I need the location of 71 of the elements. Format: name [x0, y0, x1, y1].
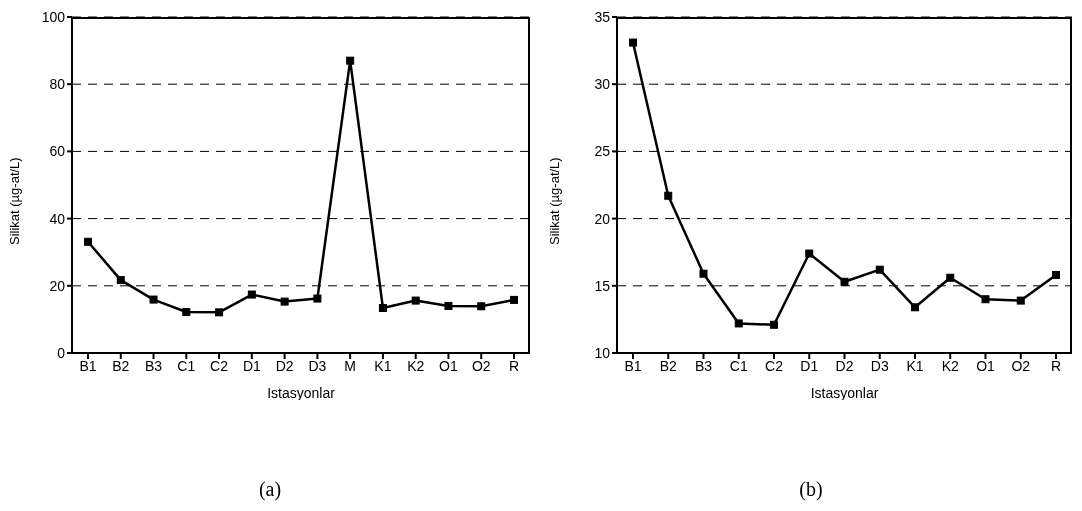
y-tick-label: 30 [594, 76, 611, 93]
point [946, 273, 955, 282]
point [805, 249, 814, 258]
point [116, 276, 125, 285]
y-tick-label: 25 [594, 143, 611, 160]
x-tick-label: B2 [112, 357, 130, 374]
x-axis-title: Istasyonlar [810, 385, 879, 401]
x-tick-label: B1 [624, 357, 642, 374]
x-tick-label: C2 [765, 357, 784, 374]
x-tick-label: D2 [835, 357, 854, 374]
x-axis-title: Istasyonlar [267, 385, 336, 401]
point [182, 308, 191, 317]
point [378, 303, 387, 312]
text: (b) [798, 478, 824, 501]
x-tick-label: C1 [729, 357, 748, 374]
x-tick-label: D1 [242, 357, 261, 374]
y-tick-label: 40 [49, 210, 66, 227]
y-tick-label: 35 [594, 8, 611, 25]
point [911, 303, 919, 312]
x-tick-label: B3 [694, 357, 713, 374]
x-tick-label: K1 [374, 357, 392, 374]
point [346, 56, 355, 65]
point [699, 269, 708, 278]
x-tick-label: O2 [471, 357, 491, 374]
point [510, 295, 518, 304]
point [629, 38, 637, 47]
x-tick-label: B3 [144, 357, 163, 374]
x-tick-label: O2 [1011, 357, 1031, 374]
point [149, 295, 158, 304]
point [770, 320, 778, 329]
text: (a) [257, 478, 283, 501]
y-tick-label: 0 [57, 344, 66, 361]
y-tick-label: 20 [594, 210, 611, 227]
point [411, 296, 420, 305]
y-tick-label: 100 [41, 8, 66, 25]
y-axis-title: Silikat (µg-at/L) [6, 157, 22, 245]
x-tick-label: K2 [941, 357, 960, 374]
point [1052, 271, 1060, 280]
point [477, 302, 486, 311]
x-tick-label: M [344, 357, 356, 374]
x-tick-label: B2 [659, 357, 678, 374]
point [280, 297, 289, 306]
x-tick-label: C2 [210, 357, 229, 374]
x-tick-label: B1 [79, 357, 97, 374]
x-tick-label: R [1050, 357, 1062, 374]
y-tick-label: 15 [594, 277, 611, 294]
x-tick-label: K2 [407, 357, 425, 374]
x-tick-label: C1 [177, 357, 196, 374]
x-tick-label: D3 [308, 357, 327, 374]
y-tick-label: 60 [49, 143, 66, 160]
point [247, 290, 256, 299]
x-tick-label: O1 [439, 357, 459, 374]
x-tick-label: D3 [870, 357, 889, 374]
y-tick-label: 80 [49, 76, 66, 93]
point [875, 265, 884, 274]
point [444, 301, 453, 310]
point [840, 277, 849, 286]
point [215, 308, 224, 317]
y-tick-label: 20 [49, 277, 66, 294]
x-tick-label: D1 [800, 357, 819, 374]
x-tick-label: R [508, 357, 520, 374]
point [1016, 296, 1025, 305]
point [313, 294, 322, 303]
point [734, 319, 743, 328]
point [981, 295, 990, 304]
x-tick-label: D2 [275, 357, 294, 374]
y-axis-title: Silikat (µg-at/L) [546, 157, 562, 245]
x-tick-label: K1 [906, 357, 924, 374]
point [84, 237, 92, 246]
x-tick-label: O1 [976, 357, 996, 374]
y-tick-label: 10 [594, 344, 611, 361]
